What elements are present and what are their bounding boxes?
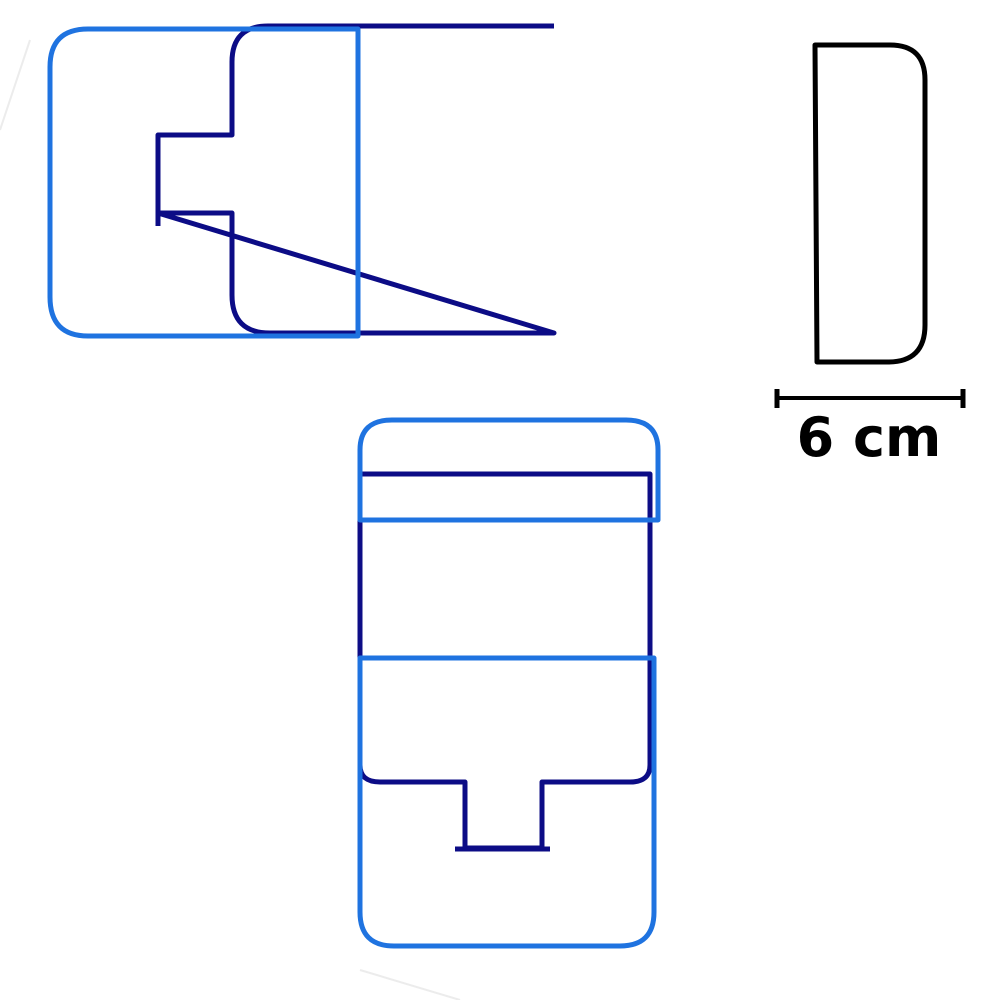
black-d-shape: [812, 42, 928, 365]
faint-mark-bottom: [359, 969, 461, 1000]
dark-blue-tab-piece: [155, 23, 557, 336]
top-left-assembly: [47, 23, 557, 339]
background-marks: [0, 39, 461, 1000]
faint-mark-top-left: [0, 39, 31, 131]
dark-blue-box: [357, 471, 653, 851]
light-blue-top-cap: [357, 417, 661, 523]
light-blue-bottom-pocket: [357, 655, 657, 949]
bottom-center-assembly: [357, 417, 661, 949]
light-blue-rounded-frame: [47, 26, 361, 339]
scale-bar: 6 cm: [774, 389, 966, 469]
scale-bar-label: 6 cm: [797, 406, 942, 469]
